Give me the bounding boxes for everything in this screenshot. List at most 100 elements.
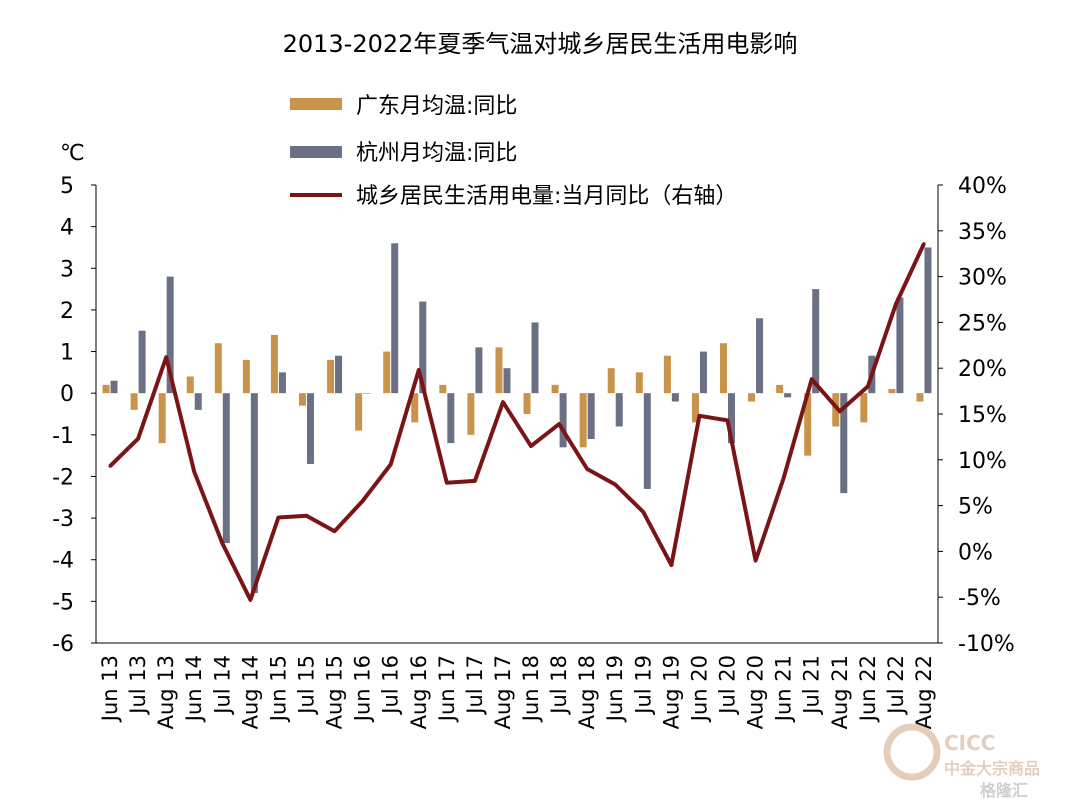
bar-hangzhou (643, 393, 651, 489)
right-tick-label: 20% (958, 357, 1007, 382)
x-tick-label: Jun 18 (519, 655, 543, 723)
bar-guangdong (158, 393, 166, 444)
bar-guangdong (748, 393, 756, 402)
bar-guangdong (579, 393, 587, 448)
bar-guangdong (523, 393, 531, 414)
bar-guangdong (495, 347, 503, 394)
legend-label-hangzhou: 杭州月均温:同比 (356, 141, 517, 166)
bar-hangzhou (896, 297, 904, 394)
bar-hangzhou (138, 330, 146, 394)
right-tick-label: 0% (958, 540, 993, 565)
left-tick-label: -1 (52, 424, 74, 449)
bar-guangdong (242, 359, 250, 394)
bar-hangzhou (250, 393, 258, 594)
x-tick-label: Jun 13 (98, 655, 122, 723)
bar-hangzhou (110, 380, 118, 394)
x-tick-label: Jul 17 (463, 655, 487, 716)
right-tick-label: 15% (958, 403, 1007, 428)
line-point (782, 476, 786, 480)
x-tick-label: Jul 19 (631, 655, 655, 716)
right-tick-label: 40% (958, 174, 1007, 199)
left-tick-label: 1 (60, 341, 74, 366)
bar-hangzhou (924, 247, 932, 394)
line-point (445, 481, 449, 485)
bar-hangzhou (784, 393, 792, 398)
line-point (220, 541, 224, 545)
bar-guangdong (635, 372, 643, 394)
x-tick-label: Jul 15 (295, 655, 319, 716)
left-tick-label: -4 (52, 549, 74, 574)
bar-guangdong (439, 384, 447, 394)
bar-guangdong (411, 393, 419, 423)
left-tick-label: -2 (52, 465, 74, 490)
bar-guangdong (186, 376, 194, 394)
line-point (108, 464, 112, 468)
bar-hangzhou (335, 355, 343, 394)
line-point (697, 414, 701, 418)
x-tick-label: Aug 17 (491, 655, 515, 729)
bar-hangzhou (587, 393, 595, 439)
x-tick-label: Aug 20 (744, 655, 768, 729)
bar-guangdong (720, 343, 727, 394)
bar-guangdong (663, 355, 671, 394)
x-tick-label: Aug 21 (828, 655, 852, 729)
x-tick-label: Aug 19 (659, 655, 683, 729)
legend-swatch-guangdong (290, 98, 342, 110)
bar-guangdong (130, 393, 138, 410)
x-tick-label: Aug 22 (912, 655, 936, 729)
bar-hangzhou (194, 393, 202, 410)
line-point (866, 385, 870, 388)
bars (102, 243, 932, 594)
bar-guangdong (607, 368, 615, 394)
line-point (641, 510, 645, 514)
bar-guangdong (804, 393, 812, 456)
line-point (810, 377, 814, 381)
line-point (754, 559, 758, 563)
legend-label-guangdong: 广东月均温:同比 (356, 94, 517, 119)
line-point (613, 483, 617, 486)
watermark-brand-en: CICC (944, 731, 995, 755)
right-tick-label: 30% (958, 266, 1007, 291)
bar-guangdong (327, 359, 335, 394)
legend: 广东月均温:同比 杭州月均温:同比 城乡居民生活用电量:当月同比（右轴） (290, 94, 737, 209)
line-point (557, 422, 561, 426)
bar-guangdong (860, 393, 868, 423)
x-tick-label: Jul 14 (210, 655, 234, 716)
bar-hangzhou (840, 393, 848, 494)
bar-hangzhou (615, 393, 623, 427)
x-tick-label: Jul 22 (884, 655, 908, 716)
right-tick-label: 25% (958, 311, 1007, 336)
bar-guangdong (467, 393, 475, 435)
bar-guangdong (776, 384, 784, 394)
bar-guangdong (270, 334, 278, 394)
bar-hangzhou (419, 301, 427, 394)
bar-hangzhou (166, 276, 174, 394)
left-tick-label: -3 (52, 507, 74, 532)
right-tick-label: 10% (958, 449, 1007, 474)
bar-guangdong (832, 393, 840, 427)
bar-hangzhou (699, 351, 707, 394)
line-point (136, 437, 140, 441)
bar-guangdong (102, 384, 110, 394)
line-point (726, 418, 729, 422)
bar-hangzhou (475, 347, 483, 394)
line-point (248, 598, 252, 602)
x-tick-label: Jul 18 (547, 655, 571, 716)
line-point (164, 355, 168, 359)
line-point (389, 462, 393, 466)
x-tick-label: Aug 18 (575, 655, 599, 729)
x-tick-label: Jul 20 (716, 655, 740, 716)
bar-hangzhou (278, 372, 286, 394)
x-tick-label: Jun 17 (435, 655, 459, 723)
x-tick-label: Aug 13 (154, 655, 178, 729)
line-point (501, 400, 505, 404)
watermark-brand-cn: 中金大宗商品 (944, 759, 1040, 778)
x-tick-label: Jun 19 (603, 655, 627, 723)
legend-swatch-hangzhou (290, 146, 342, 158)
line-point (669, 563, 673, 567)
bar-hangzhou (391, 243, 399, 394)
left-tick-label: -5 (52, 590, 74, 615)
left-tick-label: 3 (60, 257, 74, 282)
line-point (529, 444, 533, 448)
line-point (417, 368, 421, 372)
